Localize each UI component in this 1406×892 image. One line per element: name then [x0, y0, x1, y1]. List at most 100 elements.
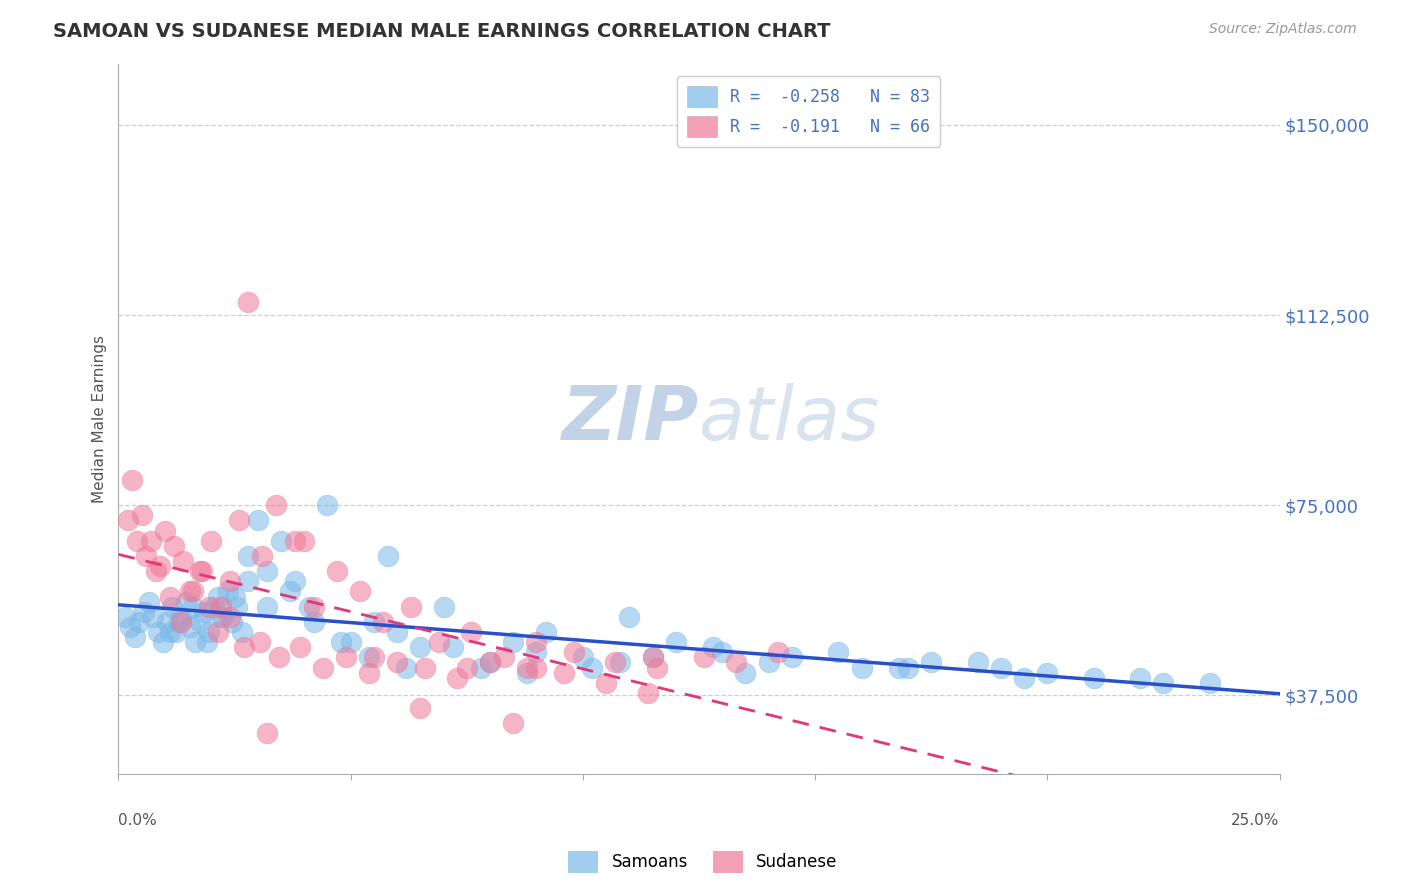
- Point: [221, 615, 243, 629]
- Point: [200, 533, 222, 548]
- Point: [191, 564, 214, 578]
- Point: [385, 625, 408, 640]
- Point: [302, 615, 325, 629]
- Point: [827, 645, 849, 659]
- Point: [516, 665, 538, 680]
- Point: [526, 660, 548, 674]
- Point: [256, 726, 278, 740]
- Point: [170, 610, 193, 624]
- Point: [284, 533, 307, 548]
- Point: [228, 514, 250, 528]
- Point: [188, 564, 211, 578]
- Point: [460, 625, 482, 640]
- Point: [256, 599, 278, 614]
- Point: [256, 564, 278, 578]
- Point: [432, 599, 454, 614]
- Point: [1083, 671, 1105, 685]
- Point: [897, 660, 920, 674]
- Point: [128, 615, 150, 629]
- Point: [609, 656, 631, 670]
- Point: [224, 590, 246, 604]
- Point: [145, 564, 167, 578]
- Point: [377, 549, 399, 563]
- Point: [131, 508, 153, 523]
- Legend: R =  -0.258   N = 83, R =  -0.191   N = 66: R = -0.258 N = 83, R = -0.191 N = 66: [676, 76, 941, 147]
- Point: [516, 660, 538, 674]
- Point: [605, 656, 627, 670]
- Point: [725, 656, 748, 670]
- Point: [665, 635, 688, 649]
- Point: [193, 605, 215, 619]
- Point: [231, 625, 253, 640]
- Point: [267, 650, 290, 665]
- Point: [479, 656, 502, 670]
- Point: [572, 650, 595, 665]
- Text: SAMOAN VS SUDANESE MEDIAN MALE EARNINGS CORRELATION CHART: SAMOAN VS SUDANESE MEDIAN MALE EARNINGS …: [53, 22, 831, 41]
- Point: [209, 599, 232, 614]
- Point: [232, 640, 254, 655]
- Text: atlas: atlas: [699, 383, 880, 455]
- Point: [526, 645, 548, 659]
- Point: [645, 660, 668, 674]
- Point: [1152, 675, 1174, 690]
- Point: [637, 686, 659, 700]
- Point: [990, 660, 1012, 674]
- Point: [249, 635, 271, 649]
- Point: [349, 584, 371, 599]
- Point: [692, 650, 714, 665]
- Point: [288, 640, 311, 655]
- Point: [252, 549, 274, 563]
- Point: [238, 295, 260, 310]
- Point: [851, 660, 873, 674]
- Point: [266, 498, 288, 512]
- Point: [502, 716, 524, 731]
- Point: [385, 656, 408, 670]
- Point: [246, 514, 269, 528]
- Point: [146, 625, 169, 640]
- Point: [330, 635, 353, 649]
- Point: [562, 645, 585, 659]
- Point: [238, 574, 260, 589]
- Point: [1012, 671, 1035, 685]
- Point: [238, 549, 260, 563]
- Point: [359, 665, 381, 680]
- Point: [619, 610, 641, 624]
- Point: [132, 605, 155, 619]
- Point: [198, 625, 221, 640]
- Point: [1129, 671, 1152, 685]
- Point: [179, 620, 201, 634]
- Point: [363, 650, 385, 665]
- Point: [711, 645, 734, 659]
- Point: [202, 599, 225, 614]
- Point: [170, 615, 193, 629]
- Point: [758, 656, 780, 670]
- Point: [887, 660, 910, 674]
- Point: [188, 615, 211, 629]
- Point: [526, 635, 548, 649]
- Point: [363, 615, 385, 629]
- Point: [153, 524, 176, 538]
- Point: [502, 635, 524, 649]
- Point: [284, 574, 307, 589]
- Point: [409, 640, 432, 655]
- Point: [117, 514, 139, 528]
- Text: Source: ZipAtlas.com: Source: ZipAtlas.com: [1209, 22, 1357, 37]
- Point: [156, 615, 179, 629]
- Point: [302, 599, 325, 614]
- Point: [184, 635, 207, 649]
- Point: [114, 610, 136, 624]
- Point: [198, 599, 221, 614]
- Point: [166, 625, 188, 640]
- Point: [456, 660, 478, 674]
- Point: [174, 594, 197, 608]
- Point: [734, 665, 756, 680]
- Point: [534, 625, 557, 640]
- Point: [339, 635, 361, 649]
- Point: [427, 635, 450, 649]
- Point: [135, 549, 157, 563]
- Point: [1036, 665, 1059, 680]
- Point: [395, 660, 418, 674]
- Legend: Samoans, Sudanese: Samoans, Sudanese: [561, 845, 845, 880]
- Text: 25.0%: 25.0%: [1232, 813, 1279, 828]
- Point: [479, 656, 502, 670]
